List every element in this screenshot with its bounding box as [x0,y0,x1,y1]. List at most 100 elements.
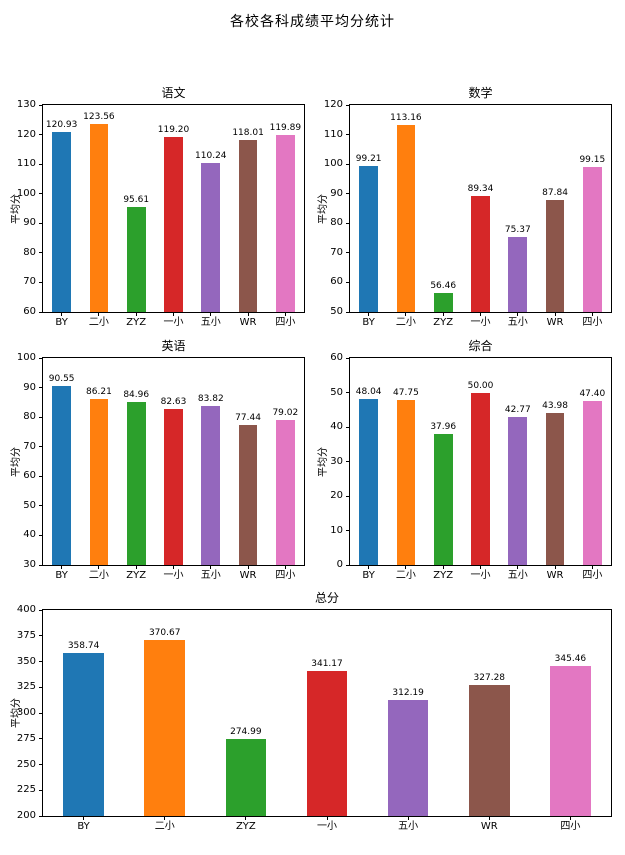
x-tick-mark [245,816,247,820]
bar [164,136,183,312]
x-tick-mark [98,312,100,316]
y-tick-label: 70 [330,246,343,258]
y-tick-label: 250 [16,758,36,770]
bar [359,399,378,565]
x-tick-label: 一小 [163,317,184,328]
bar [126,402,146,565]
bar [52,131,71,312]
y-tick-mark [39,387,43,389]
x-tick-label: WR [546,317,564,328]
y-tick-mark [346,357,350,359]
y-tick-mark [39,534,43,536]
y-tick-mark [346,104,350,106]
y-tick-label: 80 [23,411,36,423]
y-tick-label: 60 [330,276,343,288]
y-tick-mark [39,815,43,817]
y-tick-label: 80 [23,246,36,258]
bar [433,292,453,312]
y-tick-mark [346,392,350,393]
y-tick-mark [39,475,43,477]
x-tick-mark [368,565,370,569]
x-tick-mark [591,312,593,316]
y-tick-mark [39,505,43,507]
x-tick-label: 二小 [88,570,109,581]
bar [306,670,348,816]
bar-value-label: 120.93 [45,119,78,130]
x-tick-label: 五小 [200,570,221,581]
bar-value-label: 77.44 [235,412,261,423]
bar-value-label: 341.17 [311,658,343,669]
bar [433,434,453,565]
y-tick-mark [346,222,350,224]
x-tick-label: BY [55,317,68,328]
x-tick-label: 五小 [200,317,221,328]
x-tick-mark [591,565,593,569]
x-tick-label: ZYZ [235,821,256,832]
y-tick-label: 20 [330,490,343,502]
bar-value-label: 312.19 [392,688,424,699]
x-tick-label: ZYZ [433,317,454,328]
bar-value-label: 95.61 [123,194,150,205]
x-tick-mark [326,816,328,820]
x-tick-mark [442,565,444,569]
bar [550,666,591,816]
x-tick-mark [407,816,409,820]
x-tick-mark [83,816,85,820]
y-tick-label: 200 [16,810,36,821]
bar-value-label: 119.20 [157,124,190,135]
y-tick-mark [346,426,350,428]
y-tick-label: 10 [330,524,343,536]
x-tick-label: 四小 [582,317,603,328]
bar-value-label: 327.28 [473,672,506,683]
y-tick-label: 90 [23,217,36,229]
bar [583,166,602,312]
bar-value-label: 274.99 [230,726,262,737]
y-tick-label: 90 [23,381,36,393]
x-tick-label: 四小 [560,821,581,832]
y-tick-mark [39,134,43,136]
y-tick-label: 100 [16,187,36,199]
bar-value-label: 370.67 [148,628,181,639]
y-tick-mark [39,609,43,611]
y-tick-mark [39,163,43,165]
bar [545,200,565,312]
bar-value-label: 345.46 [554,654,587,665]
y-axis-label: 平均分 [318,193,329,224]
subplot-title: 综合 [468,339,493,353]
x-tick-mark [405,312,407,316]
y-tick-mark [39,764,43,765]
y-tick-mark [346,193,350,195]
bar-value-label: 118.01 [232,128,264,139]
y-tick-label: 40 [23,529,36,541]
x-tick-mark [61,312,63,316]
bar [89,124,109,312]
x-tick-mark [368,312,370,316]
bar-value-label: 83.82 [197,393,224,404]
y-tick-label: 50 [330,306,343,317]
plot-area: 30 40 50 60 70 80 90 100 90.55 BY 86.21 二小 84.96 ZYZ 8… [17,353,305,581]
y-tick-mark [39,416,43,418]
bar [225,738,267,816]
y-tick-label: 50 [23,499,36,511]
y-tick-label: 70 [23,440,36,452]
subplot-title: 数学 [468,86,493,100]
y-tick-mark [39,222,43,224]
y-tick-label: 60 [23,306,36,317]
y-tick-label: 120 [323,99,343,110]
x-tick-label: WR [480,821,498,832]
y-tick-mark [39,281,43,283]
bar-value-label: 86.21 [86,386,112,397]
y-tick-mark [346,461,350,462]
y-tick-mark [39,357,43,359]
x-tick-mark [480,565,481,569]
y-tick-mark [346,311,350,313]
bar-value-label: 123.56 [83,112,115,123]
bar-value-label: 119.89 [269,122,302,133]
x-tick-mark [98,565,100,569]
x-tick-mark [247,565,249,569]
bar [238,424,258,565]
x-tick-label: WR [239,317,257,328]
y-tick-label: 0 [336,559,343,570]
bar [276,134,295,312]
x-tick-label: WR [546,570,564,581]
